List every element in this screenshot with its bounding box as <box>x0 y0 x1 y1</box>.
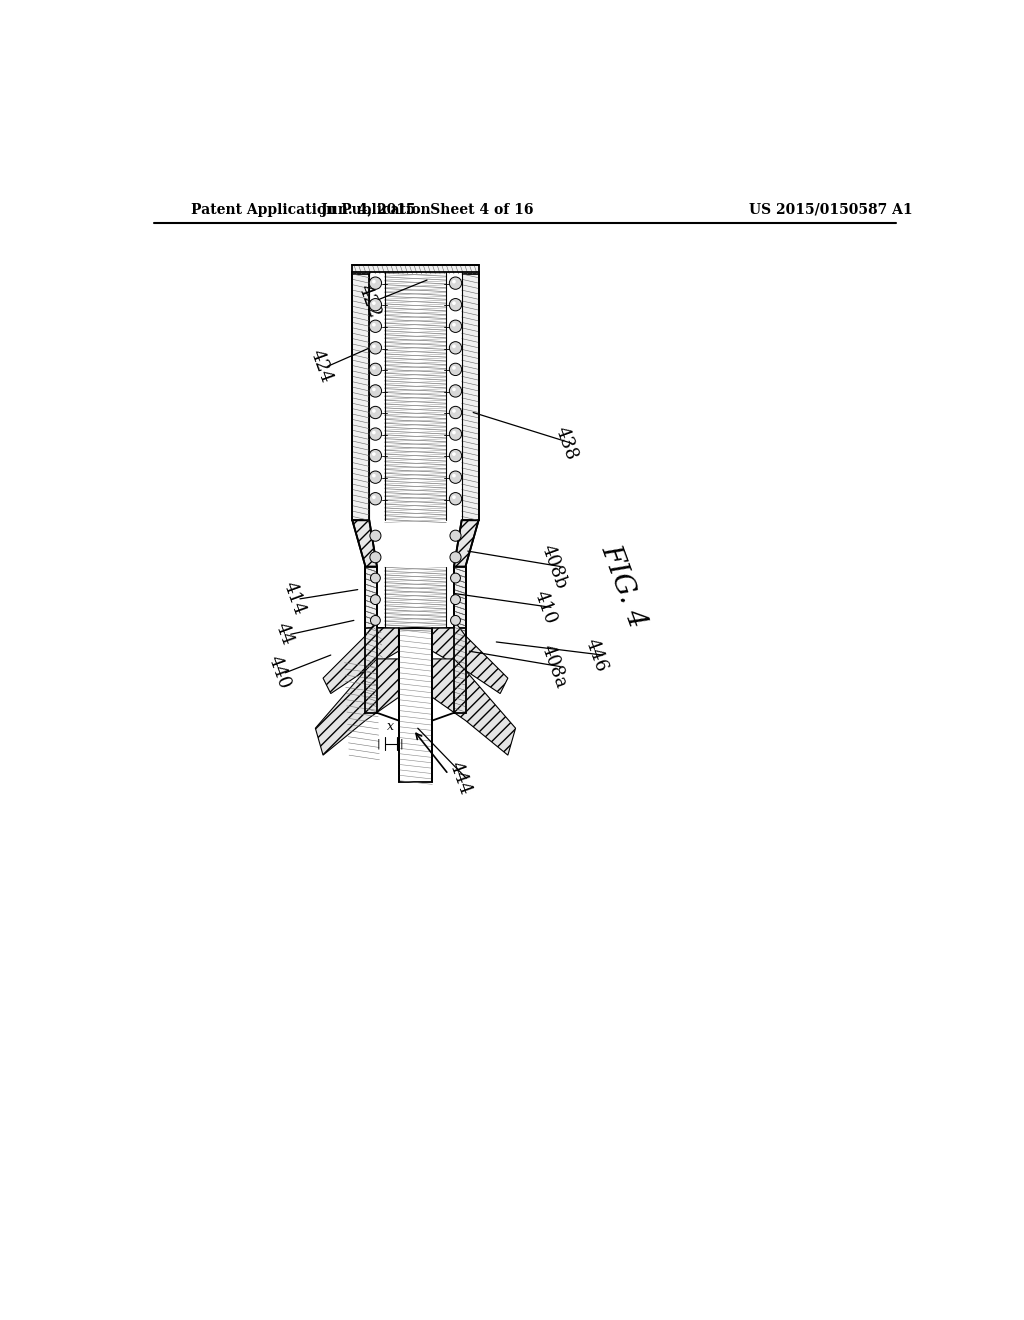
Circle shape <box>371 595 380 605</box>
Circle shape <box>450 385 462 397</box>
Circle shape <box>372 366 376 370</box>
Circle shape <box>372 430 376 434</box>
Circle shape <box>453 301 456 305</box>
Circle shape <box>450 552 461 562</box>
Circle shape <box>450 277 462 289</box>
Circle shape <box>450 298 462 312</box>
Circle shape <box>370 321 382 333</box>
Circle shape <box>370 471 382 483</box>
Circle shape <box>372 323 376 326</box>
Circle shape <box>451 615 461 626</box>
Circle shape <box>370 385 382 397</box>
Circle shape <box>451 573 461 583</box>
Bar <box>398 628 432 781</box>
Polygon shape <box>432 620 508 693</box>
Text: 438: 438 <box>551 424 580 462</box>
Bar <box>370 272 462 520</box>
Circle shape <box>372 495 376 499</box>
Circle shape <box>372 345 376 348</box>
Text: 446: 446 <box>582 636 610 675</box>
Circle shape <box>450 471 462 483</box>
Polygon shape <box>432 659 515 755</box>
Circle shape <box>370 342 382 354</box>
Circle shape <box>453 474 456 478</box>
Polygon shape <box>352 272 370 520</box>
Text: Patent Application Publication: Patent Application Publication <box>190 203 430 216</box>
Circle shape <box>371 573 380 583</box>
Circle shape <box>370 277 382 289</box>
Circle shape <box>372 409 376 413</box>
Circle shape <box>370 363 382 376</box>
Circle shape <box>450 531 461 541</box>
Circle shape <box>370 492 382 504</box>
Polygon shape <box>454 520 478 566</box>
Circle shape <box>450 407 462 418</box>
Text: 408a: 408a <box>538 643 570 690</box>
Bar <box>352 264 478 275</box>
Text: 440: 440 <box>265 653 294 692</box>
Circle shape <box>370 428 382 441</box>
Text: 414: 414 <box>280 579 308 618</box>
Circle shape <box>372 453 376 455</box>
Circle shape <box>450 363 462 376</box>
Polygon shape <box>366 566 377 713</box>
Polygon shape <box>454 566 466 713</box>
Polygon shape <box>352 520 377 566</box>
Circle shape <box>453 280 456 284</box>
Polygon shape <box>323 620 398 693</box>
Circle shape <box>453 345 456 348</box>
Circle shape <box>450 342 462 354</box>
Text: 408b: 408b <box>538 543 570 591</box>
Text: |: | <box>377 738 380 748</box>
Text: 44: 44 <box>272 620 297 648</box>
Circle shape <box>453 409 456 413</box>
Circle shape <box>453 388 456 391</box>
Circle shape <box>370 450 382 462</box>
Circle shape <box>370 531 381 541</box>
Circle shape <box>372 280 376 284</box>
Text: 422: 422 <box>355 281 384 319</box>
Circle shape <box>450 492 462 504</box>
Polygon shape <box>462 272 478 520</box>
Polygon shape <box>315 659 398 755</box>
Circle shape <box>370 552 381 562</box>
Circle shape <box>450 321 462 333</box>
Text: 424: 424 <box>307 347 336 385</box>
Circle shape <box>370 298 382 312</box>
Circle shape <box>451 595 461 605</box>
Circle shape <box>453 453 456 455</box>
Text: x: x <box>387 719 394 733</box>
Text: FIG. 4: FIG. 4 <box>596 540 651 631</box>
Circle shape <box>453 495 456 499</box>
Text: Jun. 4, 2015   Sheet 4 of 16: Jun. 4, 2015 Sheet 4 of 16 <box>321 203 534 216</box>
Circle shape <box>453 366 456 370</box>
Text: 410: 410 <box>530 589 559 627</box>
Text: 444: 444 <box>445 759 474 797</box>
Text: US 2015/0150587 A1: US 2015/0150587 A1 <box>750 203 913 216</box>
Circle shape <box>372 388 376 391</box>
Circle shape <box>371 615 380 626</box>
Text: |: | <box>399 738 403 748</box>
Circle shape <box>372 301 376 305</box>
Circle shape <box>450 428 462 441</box>
Circle shape <box>453 323 456 326</box>
Circle shape <box>450 450 462 462</box>
Circle shape <box>453 430 456 434</box>
Circle shape <box>370 407 382 418</box>
Circle shape <box>372 474 376 478</box>
